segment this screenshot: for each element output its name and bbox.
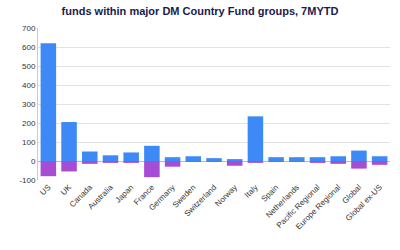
svg-text:300: 300 xyxy=(22,100,36,109)
svg-text:100: 100 xyxy=(22,138,36,147)
svg-text:Japan: Japan xyxy=(114,183,136,205)
svg-text:Italy: Italy xyxy=(243,183,260,200)
svg-text:700: 700 xyxy=(22,24,36,33)
svg-text:Spain: Spain xyxy=(260,183,281,204)
svg-text:200: 200 xyxy=(22,119,36,128)
svg-text:Global: Global xyxy=(340,183,363,206)
svg-text:Sweden: Sweden xyxy=(171,183,198,210)
svg-text:Norway: Norway xyxy=(213,183,239,209)
svg-text:-100: -100 xyxy=(19,176,36,185)
svg-text:0: 0 xyxy=(31,157,36,166)
svg-text:500: 500 xyxy=(22,62,36,71)
svg-text:Switzerland: Switzerland xyxy=(183,183,219,219)
svg-text:funds within major DM Country: funds within major DM Country Fund group… xyxy=(62,5,339,17)
svg-text:Netherlands: Netherlands xyxy=(264,183,301,220)
svg-text:Europe Regional: Europe Regional xyxy=(294,183,343,232)
svg-text:UK: UK xyxy=(59,182,74,197)
svg-text:France: France xyxy=(132,182,156,206)
svg-text:US: US xyxy=(38,183,52,197)
svg-text:Pacific Regional: Pacific Regional xyxy=(275,183,322,230)
svg-text:Canada: Canada xyxy=(68,182,95,209)
svg-text:Global ex-US: Global ex-US xyxy=(344,183,384,223)
svg-text:600: 600 xyxy=(22,43,36,52)
svg-text:Australia: Australia xyxy=(86,182,115,211)
svg-text:Germany: Germany xyxy=(147,183,177,213)
svg-text:400: 400 xyxy=(22,81,36,90)
